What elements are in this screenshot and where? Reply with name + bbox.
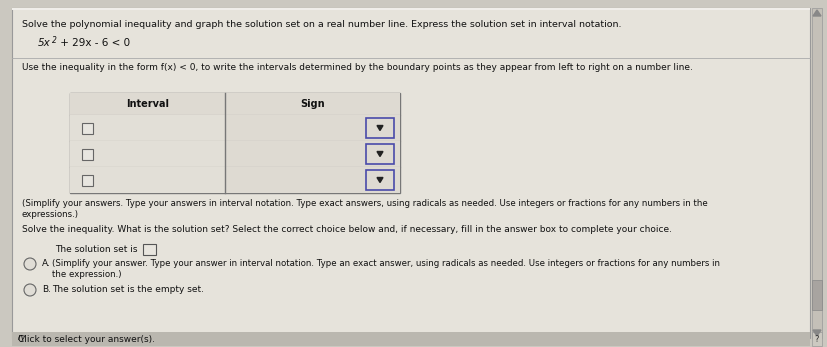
Bar	[811, 8, 821, 338]
Text: B.: B.	[42, 285, 51, 294]
Bar	[70, 167, 225, 193]
Text: ry: ry	[18, 333, 26, 342]
Text: (Simplify your answers. Type your answers in interval notation. Type exact answe: (Simplify your answers. Type your answer…	[22, 199, 707, 208]
Text: Solve the inequality. What is the solution set? Select the correct choice below : Solve the inequality. What is the soluti…	[22, 225, 672, 234]
Bar	[12, 8, 809, 10]
Text: Use the inequality in the form f(x) < 0, to write the intervals determined by th: Use the inequality in the form f(x) < 0,…	[22, 63, 692, 72]
Bar	[811, 332, 821, 346]
Polygon shape	[376, 152, 383, 156]
Bar	[366, 118, 394, 138]
Circle shape	[24, 258, 36, 270]
Polygon shape	[812, 10, 820, 16]
Bar	[82, 122, 93, 134]
Text: 5x: 5x	[38, 38, 50, 48]
Text: (Simplify your answer. Type your answer in interval notation. Type an exact answ: (Simplify your answer. Type your answer …	[52, 259, 719, 268]
Bar	[225, 167, 399, 193]
Bar	[12, 332, 809, 346]
Bar	[70, 93, 399, 115]
Text: Sign: Sign	[300, 99, 324, 109]
Text: Click to select your answer(s).: Click to select your answer(s).	[18, 335, 155, 344]
Text: ?: ?	[814, 335, 818, 344]
Text: the expression.): the expression.)	[52, 270, 122, 279]
Circle shape	[24, 284, 36, 296]
Text: A.: A.	[42, 259, 50, 268]
Text: Interval: Interval	[126, 99, 169, 109]
Text: expressions.): expressions.)	[22, 210, 79, 219]
Bar	[70, 141, 225, 167]
Bar	[225, 141, 399, 167]
Bar	[82, 175, 93, 186]
Polygon shape	[376, 126, 383, 130]
Bar	[811, 280, 821, 310]
Polygon shape	[376, 178, 383, 183]
Bar	[82, 149, 93, 160]
Bar	[225, 115, 399, 141]
Bar	[70, 93, 399, 193]
Text: Solve the polynomial inequality and graph the solution set on a real number line: Solve the polynomial inequality and grap…	[22, 20, 621, 29]
Bar	[366, 144, 394, 164]
Bar	[143, 244, 155, 255]
Text: + 29x - 6 < 0: + 29x - 6 < 0	[57, 38, 130, 48]
Text: The solution set is: The solution set is	[55, 245, 137, 254]
Text: 2: 2	[52, 36, 57, 45]
Polygon shape	[812, 330, 820, 336]
Bar	[366, 170, 394, 190]
Bar	[70, 115, 225, 141]
Text: The solution set is the empty set.: The solution set is the empty set.	[52, 285, 203, 294]
